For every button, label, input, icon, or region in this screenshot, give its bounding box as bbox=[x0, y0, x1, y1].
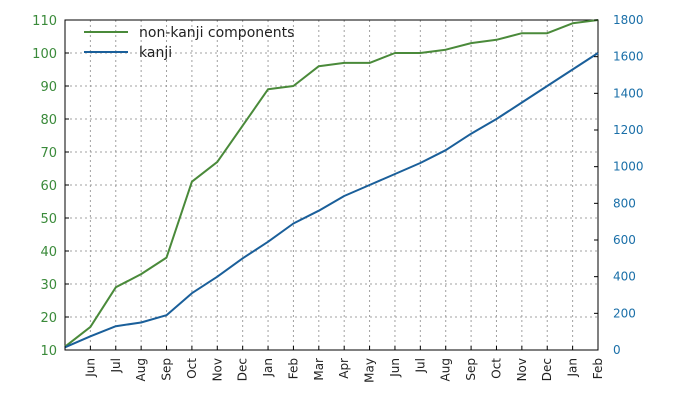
legend-label: kanji bbox=[139, 45, 172, 61]
x-tick-label: Jun bbox=[83, 358, 97, 378]
legend-label: non-kanji components bbox=[139, 25, 294, 41]
x-tick-label: Feb bbox=[286, 358, 300, 379]
left-tick-label: 20 bbox=[40, 311, 57, 326]
left-tick-label: 90 bbox=[40, 80, 57, 95]
x-tick-label: Jul bbox=[109, 358, 123, 373]
right-tick-label: 800 bbox=[613, 196, 636, 210]
x-tick-label: Jan bbox=[566, 358, 580, 378]
grid-lines bbox=[65, 19, 598, 351]
left-tick-label: 50 bbox=[40, 212, 57, 227]
x-tick-label: Feb bbox=[591, 358, 605, 379]
x-tick-label: Aug bbox=[134, 358, 148, 381]
right-tick-label: 1600 bbox=[613, 50, 644, 64]
series-lines bbox=[64, 19, 599, 349]
left-tick-label: 60 bbox=[40, 179, 57, 194]
right-tick-label: 0 bbox=[613, 343, 621, 357]
left-tick-label: 10 bbox=[40, 344, 57, 359]
left-tick-label: 70 bbox=[40, 146, 57, 161]
right-tick-label: 1400 bbox=[613, 86, 644, 100]
right-axis-ticks: 0 200 400 600 800 1000 1200 1400 1600 1800 bbox=[594, 13, 644, 357]
x-tick-label: Sep bbox=[160, 358, 174, 381]
x-axis-ticks: Jun Jul Aug Sep Oct Nov Dec Jan Feb Mar Apr May Jun J… bbox=[64, 346, 605, 383]
x-tick-label: Apr bbox=[337, 358, 351, 379]
left-tick-label: 40 bbox=[40, 245, 57, 260]
x-tick-label: May bbox=[363, 358, 377, 383]
legend: non-kanji components kanji bbox=[84, 25, 294, 61]
right-tick-label: 1200 bbox=[613, 123, 644, 137]
right-tick-label: 400 bbox=[613, 270, 636, 284]
x-tick-label: Oct bbox=[489, 358, 503, 379]
left-tick-label: 100 bbox=[32, 47, 57, 62]
right-tick-label: 1000 bbox=[613, 160, 644, 174]
x-tick-label: Dec bbox=[236, 358, 250, 381]
x-tick-label: Mar bbox=[312, 358, 326, 381]
x-tick-label: Nov bbox=[210, 358, 224, 381]
left-tick-label: 110 bbox=[32, 14, 57, 29]
x-tick-label: Jan bbox=[261, 358, 275, 378]
left-tick-label: 80 bbox=[40, 113, 57, 128]
x-tick-label: Jun bbox=[388, 358, 402, 378]
x-tick-label: Aug bbox=[439, 358, 453, 381]
right-tick-label: 600 bbox=[613, 233, 636, 247]
right-tick-label: 200 bbox=[613, 306, 636, 320]
x-tick-label: Sep bbox=[464, 358, 478, 381]
series-line-non-kanji-components bbox=[64, 19, 599, 348]
left-axis-ticks: 10 20 30 40 50 60 70 80 90 100 110 bbox=[32, 14, 69, 359]
x-tick-label: Jul bbox=[413, 358, 427, 373]
left-tick-label: 30 bbox=[40, 278, 57, 293]
x-tick-label: Dec bbox=[540, 358, 554, 381]
x-tick-label: Nov bbox=[515, 358, 529, 381]
x-tick-label: Oct bbox=[185, 358, 199, 379]
right-tick-label: 1800 bbox=[613, 13, 644, 27]
series-line-kanji bbox=[64, 52, 599, 349]
